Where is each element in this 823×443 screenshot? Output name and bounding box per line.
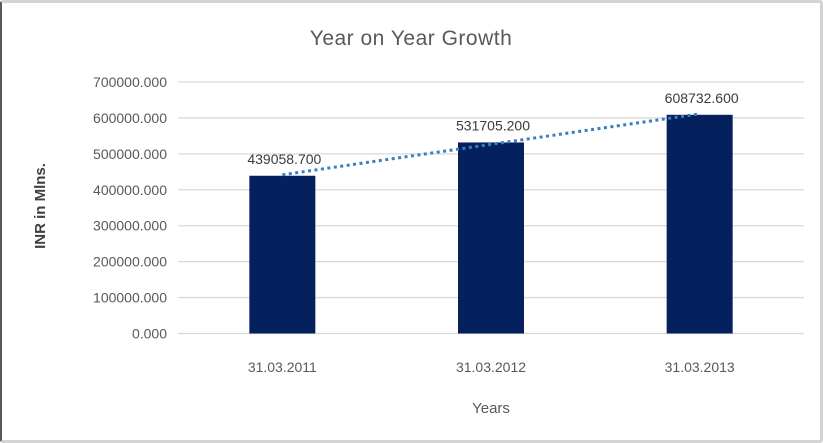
x-axis-tick-label: 31.03.2012 [456,359,526,375]
y-axis-tick-label: 700000.000 [93,74,167,90]
trendline-line [282,112,700,177]
y-axis-tick-label: 500000.000 [93,146,167,162]
x-axis-tick-label: 31.03.2013 [665,359,735,375]
chart-canvas: 0.000 100000.000 200000.000 300000.000 40000… [32,74,804,417]
y-axis-tick-label: 0.000 [132,326,167,342]
y-axis-tick-label: 400000.000 [93,182,167,198]
data-label: 531705.200 [456,117,530,133]
y-axis-tick-label: 300000.000 [93,218,167,234]
trendline [282,112,700,177]
bar [666,114,733,334]
data-label: 608732.600 [665,90,739,106]
chart-title: Year on Year Growth [309,27,513,50]
x-axis-tick-labels: 31.03.2011 31.03.2012 31.03.2013 [248,359,735,375]
y-axis-tick-labels: 0.000 100000.000 200000.000 300000.000 40000… [93,74,167,342]
y-axis-title: INR in Mlns. [32,163,49,249]
y-axis-tick-label: 600000.000 [93,110,167,126]
data-labels: 439058.700 531705.200 608732.600 [247,90,739,167]
y-axis-tick-label: 100000.000 [93,290,167,306]
data-label: 439058.700 [247,151,321,167]
y-axis-tick-label: 200000.000 [93,254,167,270]
x-axis-title: Years [472,400,510,417]
x-axis-tick-label: 31.03.2011 [248,359,317,375]
bar [458,142,524,334]
bar-series [249,114,733,334]
bar [249,175,316,334]
